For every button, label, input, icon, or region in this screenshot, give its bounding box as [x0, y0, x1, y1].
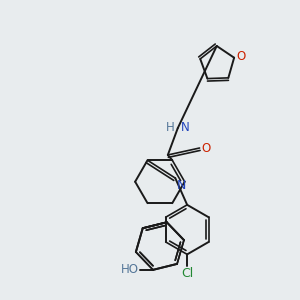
Text: H: H: [166, 121, 175, 134]
Text: O: O: [202, 142, 211, 154]
Text: N: N: [181, 121, 190, 134]
Text: O: O: [236, 50, 245, 63]
Text: HO: HO: [121, 263, 139, 276]
Text: Cl: Cl: [181, 267, 193, 280]
Text: N: N: [176, 179, 186, 192]
